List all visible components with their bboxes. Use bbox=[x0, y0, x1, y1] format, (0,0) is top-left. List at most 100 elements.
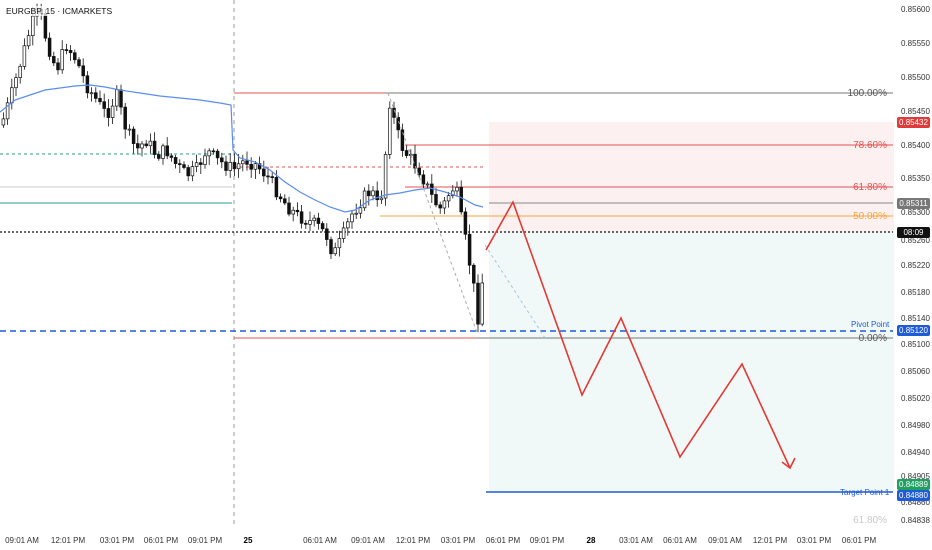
price-tag-countdown: 08:09 bbox=[897, 227, 930, 238]
candle-down bbox=[85, 75, 90, 94]
candle-up bbox=[22, 45, 27, 67]
candle-down bbox=[68, 50, 73, 54]
candle-down bbox=[283, 198, 287, 204]
candle-down bbox=[417, 167, 421, 176]
time-tick-label: 09:01 PM bbox=[530, 536, 565, 545]
candle-up bbox=[308, 220, 312, 225]
candle-down bbox=[404, 150, 409, 156]
candle-down bbox=[467, 233, 472, 266]
price-tick-label: 0.85260 bbox=[901, 236, 930, 245]
price-tag-pivot: 0.85120 bbox=[897, 325, 930, 336]
candle-down bbox=[157, 154, 161, 159]
price-tag-fifty: 0.85311 bbox=[897, 198, 930, 209]
candle-up bbox=[388, 107, 392, 155]
candle-down bbox=[400, 129, 405, 151]
candle-down bbox=[257, 163, 262, 170]
candle-down bbox=[47, 37, 52, 57]
candle-down bbox=[476, 282, 480, 325]
price-tick-label: 0.85060 bbox=[901, 367, 930, 376]
fib-0-label: 0.00% bbox=[858, 333, 887, 344]
candle-up bbox=[346, 221, 350, 229]
candle-up bbox=[140, 143, 144, 149]
candle-down bbox=[421, 174, 426, 185]
candle-down bbox=[274, 177, 279, 198]
candle-down bbox=[178, 163, 182, 165]
price-tick-label: 0.85350 bbox=[901, 174, 930, 183]
time-tick-label: 03:01 PM bbox=[100, 536, 135, 545]
candle-up bbox=[383, 154, 388, 199]
candle-down bbox=[123, 106, 127, 130]
candle-down bbox=[262, 168, 266, 177]
candle-down bbox=[287, 202, 291, 215]
candle-up bbox=[480, 282, 484, 325]
price-tick-label: 0.84980 bbox=[901, 421, 930, 430]
candle-down bbox=[392, 107, 396, 118]
candle-up bbox=[14, 77, 18, 89]
candle-down bbox=[472, 264, 476, 284]
fib-neg-618-label: 61.80% bbox=[853, 515, 887, 526]
candle-up bbox=[148, 140, 153, 147]
candle-up bbox=[203, 155, 207, 165]
candle-down bbox=[325, 228, 329, 240]
candle-up bbox=[341, 227, 346, 239]
candle-down bbox=[186, 167, 190, 177]
candle-down bbox=[102, 101, 106, 109]
price-tick-label: 0.85600 bbox=[901, 5, 930, 14]
price-tick-label: 0.85500 bbox=[901, 73, 930, 82]
time-tick-label: 06:01 PM bbox=[842, 536, 877, 545]
candle-down bbox=[77, 59, 81, 67]
candle-up bbox=[89, 92, 94, 95]
candle-down bbox=[434, 194, 438, 206]
candle-down bbox=[266, 175, 270, 178]
time-tick-label: 03:01 PM bbox=[441, 536, 476, 545]
time-tick-label: 12:01 PM bbox=[396, 536, 431, 545]
candle-down bbox=[367, 190, 371, 197]
price-tick-label: 0.84940 bbox=[901, 448, 930, 457]
fib-diagonal bbox=[387, 92, 479, 336]
candle-up bbox=[110, 105, 115, 118]
candle-down bbox=[249, 163, 253, 170]
candle-down bbox=[211, 150, 216, 153]
candle-down bbox=[152, 140, 157, 155]
candle-down bbox=[52, 56, 56, 64]
price-tick-label: 0.85450 bbox=[901, 107, 930, 116]
candle-up bbox=[425, 183, 430, 186]
fib-618-label: 61.80% bbox=[853, 182, 887, 193]
candle-up bbox=[371, 190, 375, 197]
candle-up bbox=[194, 162, 199, 167]
moving-average-line bbox=[0, 84, 484, 213]
price-tick-label: 0.85400 bbox=[901, 141, 930, 150]
candle-down bbox=[144, 143, 148, 147]
candle-down bbox=[220, 157, 224, 163]
time-tick-label: 12:01 PM bbox=[753, 536, 788, 545]
candle-down bbox=[119, 89, 123, 108]
price-tick-label: 0.85020 bbox=[901, 394, 930, 403]
price-tick-label: 0.84860 bbox=[901, 498, 930, 507]
candle-up bbox=[5, 102, 10, 120]
projection-arrowhead bbox=[781, 457, 796, 470]
candle-up bbox=[127, 128, 132, 131]
candle-down bbox=[131, 128, 136, 144]
fib-100-label: 100.00% bbox=[847, 88, 887, 99]
candle-down bbox=[329, 239, 333, 255]
projection-path bbox=[485, 200, 791, 469]
candle-up bbox=[379, 197, 384, 201]
candle-up bbox=[358, 207, 363, 214]
candle-down bbox=[56, 62, 60, 71]
candlesticks bbox=[1, 3, 484, 333]
time-tick-label: 03:01 AM bbox=[619, 536, 653, 545]
candle-down bbox=[215, 150, 220, 159]
candle-down bbox=[81, 65, 85, 77]
candle-up bbox=[115, 89, 119, 107]
candle-down bbox=[43, 13, 48, 39]
price-tick-label: 0.84905 bbox=[901, 472, 930, 481]
candle-down bbox=[304, 222, 308, 225]
time-tick-label: 06:01 PM bbox=[144, 536, 179, 545]
price-tag-target-sub: 0.84880 bbox=[897, 490, 930, 501]
time-tick-label: 09:01 PM bbox=[188, 536, 223, 545]
candle-up bbox=[18, 66, 22, 79]
candle-down bbox=[73, 52, 77, 61]
price-tick-label: 0.85220 bbox=[901, 261, 930, 270]
candle-down bbox=[165, 145, 169, 157]
